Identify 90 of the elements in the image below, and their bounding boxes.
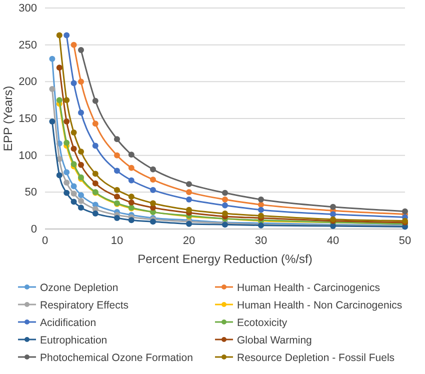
x-tick-label: 50 xyxy=(398,234,412,247)
point xyxy=(64,140,70,146)
x-tick-label: 20 xyxy=(182,234,196,247)
point xyxy=(114,186,120,193)
point xyxy=(330,211,336,218)
legend-label: Ozone Depletion xyxy=(40,282,118,294)
point xyxy=(258,196,264,203)
point xyxy=(49,118,56,124)
point xyxy=(150,186,156,193)
x-axis-title: Percent Energy Reduction (%/sf) xyxy=(138,252,312,266)
point xyxy=(92,120,98,127)
point xyxy=(49,56,56,62)
point xyxy=(150,176,156,183)
point xyxy=(78,78,84,85)
point xyxy=(92,210,98,217)
y-tick-label: 50 xyxy=(24,186,37,199)
legend-label: Respiratory Effects xyxy=(40,300,129,312)
point xyxy=(128,152,134,158)
point xyxy=(114,214,120,221)
point xyxy=(222,196,228,203)
point xyxy=(128,217,134,224)
point xyxy=(128,199,134,206)
point xyxy=(150,218,156,225)
legend-label: Ecotoxicity xyxy=(237,317,288,329)
point xyxy=(78,148,84,155)
point xyxy=(70,80,77,86)
point xyxy=(186,206,192,213)
point xyxy=(128,194,134,200)
point xyxy=(64,97,70,104)
legend-label: Human Health - Carcinogenics xyxy=(237,282,380,294)
point xyxy=(92,142,98,149)
point xyxy=(114,194,120,200)
point xyxy=(56,172,62,178)
point xyxy=(222,190,228,196)
point xyxy=(78,46,84,53)
x-tick-label: 0 xyxy=(42,234,48,247)
point xyxy=(64,190,70,196)
legend-label: Acidification xyxy=(40,317,96,329)
point xyxy=(64,118,70,124)
point xyxy=(78,110,84,116)
point xyxy=(70,190,77,197)
point xyxy=(64,32,70,38)
point xyxy=(70,42,77,48)
legend-label: Global Warming xyxy=(237,334,312,346)
point xyxy=(186,196,192,203)
y-axis-title: EPP (Years) xyxy=(1,86,15,152)
y-tick-label: 300 xyxy=(18,2,37,15)
point xyxy=(150,200,156,206)
legend-label: Resource Depletion - Fossil Fuels xyxy=(237,352,395,364)
point xyxy=(49,86,56,92)
point xyxy=(56,32,62,38)
y-tick-label: 100 xyxy=(18,150,37,162)
point xyxy=(70,146,77,152)
point xyxy=(78,192,84,198)
legend-label: Photochemical Ozone Formation xyxy=(40,352,194,364)
y-tick-label: 200 xyxy=(18,76,37,88)
point xyxy=(150,166,156,172)
point xyxy=(222,210,228,217)
point xyxy=(330,204,336,210)
point xyxy=(56,97,62,104)
point xyxy=(114,152,120,158)
point xyxy=(128,164,134,171)
point xyxy=(78,204,84,211)
x-tick-label: 40 xyxy=(326,234,340,247)
y-tick-label: 150 xyxy=(18,113,37,126)
x-tick-label: 10 xyxy=(110,234,124,247)
point xyxy=(64,169,70,176)
point xyxy=(186,189,192,196)
point xyxy=(186,181,192,188)
legend-label: Eutrophication xyxy=(40,334,108,346)
point xyxy=(70,129,77,136)
point xyxy=(222,202,228,208)
point xyxy=(70,198,77,205)
point xyxy=(128,177,134,184)
point xyxy=(92,170,98,177)
point xyxy=(64,180,70,186)
legend-label: Human Health - Non Carcinogenics xyxy=(237,300,402,312)
point xyxy=(114,168,120,174)
point xyxy=(78,198,84,204)
point xyxy=(70,183,77,190)
y-tick-label: 250 xyxy=(18,39,37,52)
point xyxy=(78,162,84,168)
point xyxy=(402,208,408,214)
point xyxy=(92,98,98,104)
x-tick-label: 30 xyxy=(254,234,268,247)
point xyxy=(114,136,120,142)
point xyxy=(258,206,264,213)
point xyxy=(56,64,62,71)
point xyxy=(92,180,98,186)
y-tick-label: 0 xyxy=(30,224,37,236)
